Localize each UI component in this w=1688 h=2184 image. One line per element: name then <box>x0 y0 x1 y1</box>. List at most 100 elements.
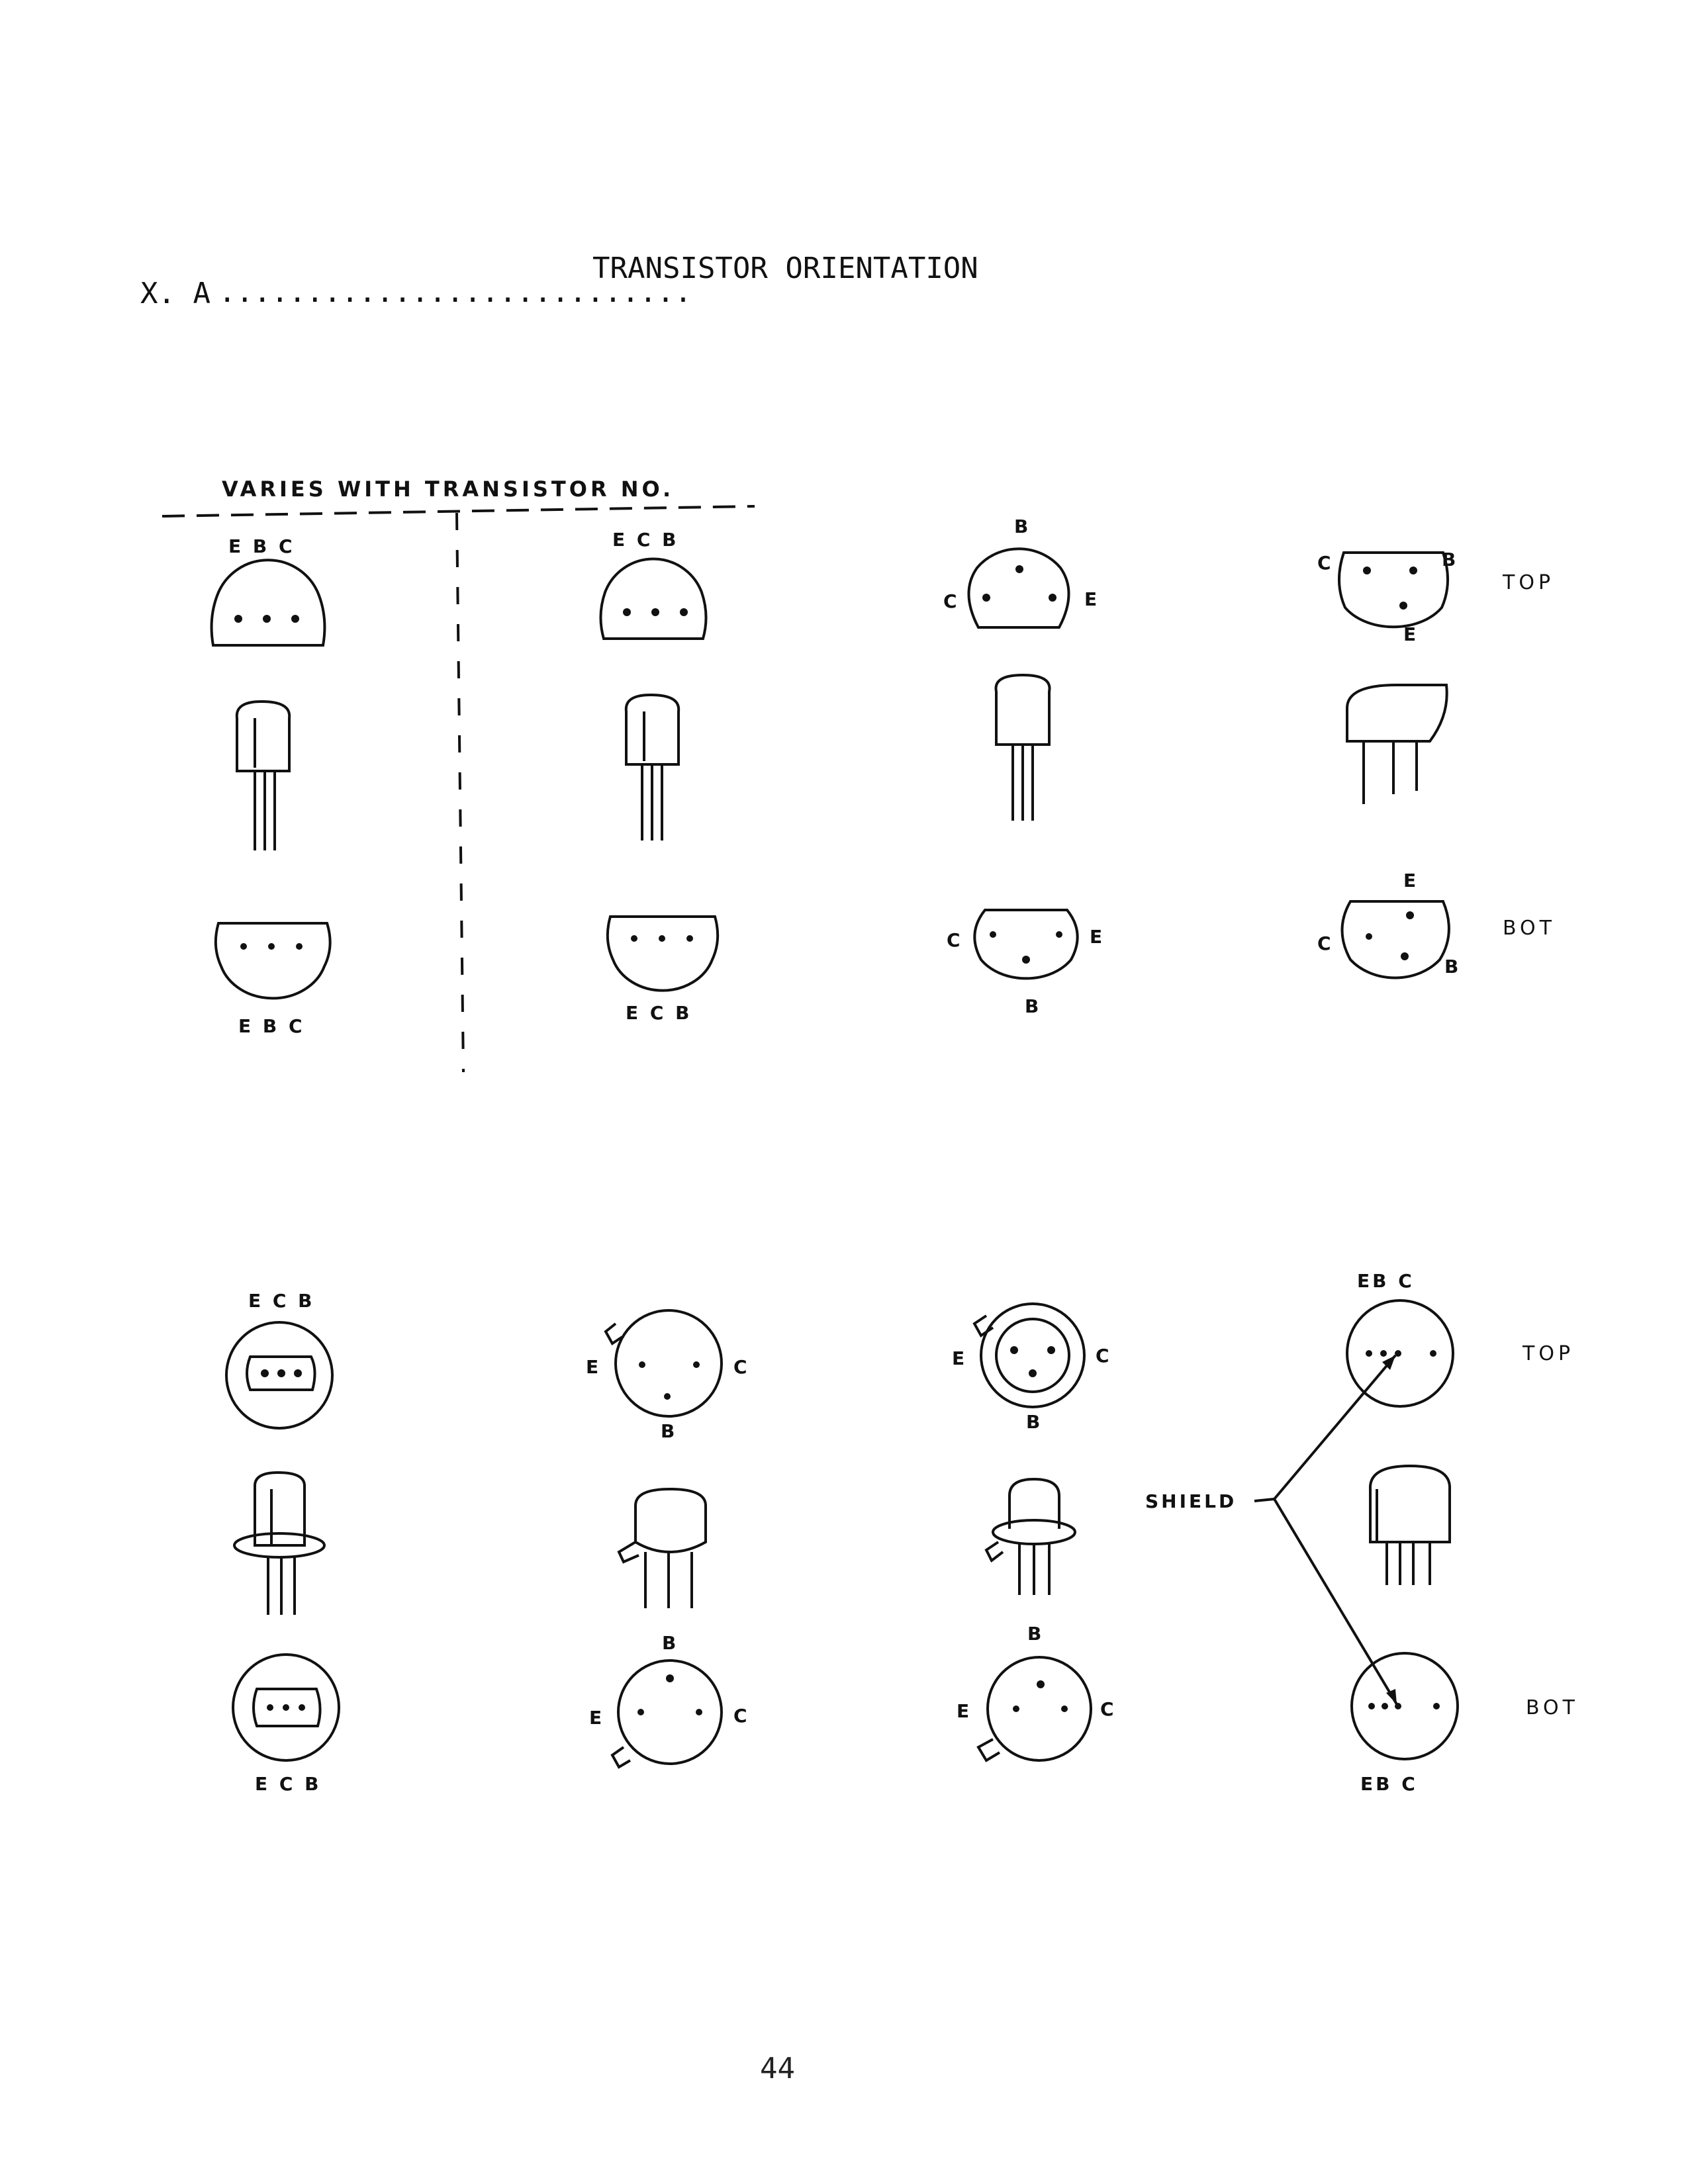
heading-prefix: X. A <box>140 277 211 310</box>
pin-dot <box>1010 1346 1018 1354</box>
t7-top-b: B <box>1026 1411 1043 1433</box>
t6-side-view <box>617 1487 707 1608</box>
pin-dot <box>693 1361 700 1368</box>
t8-top-view <box>1346 1299 1454 1408</box>
shield-callout: SHIELD <box>1145 1354 1398 1706</box>
pin-dot <box>631 935 637 942</box>
transistor-3: B C E C E B <box>943 516 1105 1017</box>
pin-dot <box>1433 1703 1440 1709</box>
heading: X. A ........................... TRANSIS… <box>140 251 978 310</box>
t7-bottom-tab <box>976 1738 1001 1762</box>
pin-dot <box>1037 1680 1045 1688</box>
pin-dot <box>651 608 659 616</box>
pin-dot <box>680 608 688 616</box>
pin-dot <box>277 1369 285 1377</box>
pin-dot <box>990 931 996 938</box>
t7-bot-c: C <box>1100 1698 1117 1720</box>
pin-dot <box>1047 1346 1055 1354</box>
t8-side-view <box>1368 1464 1452 1585</box>
t4-side-view <box>1346 684 1448 804</box>
t6-bot-c: C <box>733 1705 750 1727</box>
t4-bottom-view-label: BOT <box>1503 917 1556 940</box>
varies-section: VARIES WITH TRANSISTOR NO. <box>162 477 755 1073</box>
t5-bottom-view <box>232 1653 340 1762</box>
t5-bottom-pins: E C B <box>255 1773 322 1795</box>
t6-bottom-tab <box>610 1746 632 1769</box>
transistor-4: C B E TOP E C B BOT <box>1317 549 1556 979</box>
transistor-7: E C B B E C <box>952 1302 1117 1762</box>
transistor-1: E B C E B C <box>210 535 332 1037</box>
t5-side-view <box>233 1471 326 1615</box>
pin-dot <box>299 1704 305 1711</box>
pin-dot <box>1380 1350 1387 1357</box>
pin-dot <box>1049 594 1056 602</box>
pin-dot <box>686 935 693 942</box>
arrowhead-icon <box>1386 1689 1397 1704</box>
varies-dashed-line <box>162 505 755 518</box>
t8-bottom-pins: EB C <box>1360 1773 1418 1795</box>
pin-dot <box>234 615 242 623</box>
pin-dot <box>1401 952 1409 960</box>
t7-bottom-view <box>986 1656 1092 1762</box>
t2-top-view <box>599 557 708 640</box>
pin-dot <box>291 615 299 623</box>
pin-dot <box>1363 567 1371 574</box>
heading-leader: ........................... <box>218 275 692 309</box>
transistor-2: E C B E C B <box>599 529 720 1024</box>
t4-bottom-view <box>1340 900 1450 979</box>
t2-side-view <box>624 693 680 841</box>
t7-top-view <box>980 1302 1086 1408</box>
t7-bot-b: B <box>1027 1623 1044 1645</box>
pin-dot <box>982 594 990 602</box>
t3-top-e: E <box>1084 588 1100 610</box>
pin-dot <box>268 943 275 950</box>
pin-dot <box>1395 1350 1401 1357</box>
pin-dot <box>1366 1350 1372 1357</box>
t6-bottom-view <box>617 1659 723 1765</box>
t3-top-c: C <box>943 590 960 612</box>
transistor-6: E C B B E C <box>586 1309 750 1769</box>
t3-bot-c: C <box>947 929 963 951</box>
t3-top-view <box>967 547 1070 629</box>
pin-dot <box>664 1393 671 1400</box>
t7-top-e: E <box>952 1347 967 1369</box>
t8-top-pins: EB C <box>1357 1270 1415 1292</box>
t6-top-b: B <box>661 1420 677 1442</box>
t3-bot-b: B <box>1025 995 1041 1017</box>
t1-bottom-pins: E B C <box>238 1015 305 1037</box>
pin-dot <box>1366 933 1372 940</box>
pin-dot <box>1056 931 1062 938</box>
pin-dot <box>639 1361 645 1368</box>
t4-top-view <box>1338 551 1449 629</box>
t6-top-view <box>614 1309 723 1418</box>
pin-dot <box>1368 1703 1375 1709</box>
pin-dot <box>1015 565 1023 573</box>
t8-bottom-view <box>1350 1652 1459 1760</box>
pin-dot <box>296 943 303 950</box>
t7-top-c: C <box>1096 1345 1112 1367</box>
pin-dot <box>666 1674 674 1682</box>
t6-bot-b: B <box>662 1632 679 1654</box>
shield-label: SHIELD <box>1145 1490 1237 1512</box>
column-divider <box>455 512 465 1073</box>
pin-dot <box>1395 1703 1401 1709</box>
pin-dot <box>1406 911 1414 919</box>
t3-bot-e: E <box>1090 926 1105 948</box>
t6-bot-e: E <box>589 1707 604 1729</box>
t1-side-view <box>235 700 291 850</box>
heading-title: TRANSISTOR ORIENTATION <box>592 251 978 285</box>
pin-dot <box>283 1704 289 1711</box>
arrowhead-icon <box>1382 1355 1395 1370</box>
shield-arrow-top <box>1273 1354 1397 1500</box>
t5-top-pins: E C B <box>248 1290 315 1312</box>
t4-bot-e: E <box>1403 870 1419 891</box>
pin-dot <box>1382 1703 1388 1709</box>
t2-bottom-view <box>606 915 720 992</box>
t1-top-view <box>210 559 326 647</box>
t8-top-view-label: TOP <box>1522 1342 1574 1365</box>
t6-top-e: E <box>586 1356 601 1378</box>
t4-top-c: C <box>1317 552 1334 574</box>
pin-dot <box>1430 1350 1436 1357</box>
t2-bottom-pins: E C B <box>626 1002 692 1024</box>
